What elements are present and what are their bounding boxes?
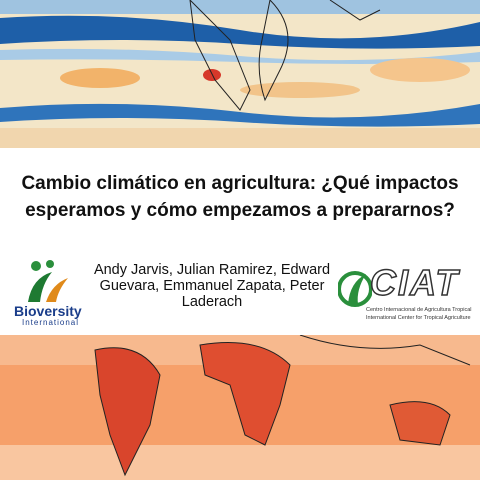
ciat-icon xyxy=(338,271,372,307)
authors: Andy Jarvis, Julian Ramirez, Edward Guev… xyxy=(92,262,332,310)
top-map xyxy=(0,0,480,148)
logo-subtitle: International xyxy=(22,318,80,327)
logo-line: Centro Internacional de Agricultura Trop… xyxy=(366,307,472,313)
title-line: esperamos y cómo empezamos a prepararnos… xyxy=(25,200,455,221)
title: Cambio climático en agricultura: ¿Qué im… xyxy=(0,170,480,224)
title-line: Cambio climático en agricultura: ¿Qué im… xyxy=(21,173,459,194)
logo-line: International Center for Tropical Agricu… xyxy=(366,315,471,321)
bioversity-icon xyxy=(28,260,68,302)
logo-name: Bioversity xyxy=(14,303,82,319)
author-line: Guevara, Emmanuel Zapata, Peter xyxy=(99,278,325,294)
logo-name: CIAT xyxy=(369,261,460,304)
bottom-map xyxy=(0,335,480,480)
author-line: Andy Jarvis, Julian Ramirez, Edward xyxy=(93,262,331,278)
author-line: Laderach xyxy=(181,294,243,310)
